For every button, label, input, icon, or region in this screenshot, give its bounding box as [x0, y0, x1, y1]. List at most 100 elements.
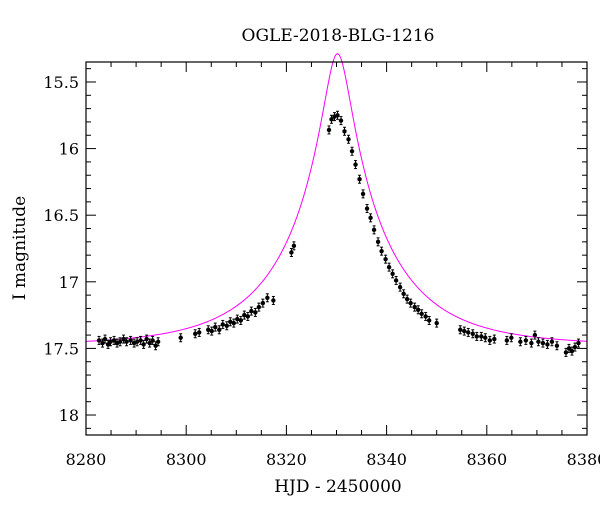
model-curve-layer: [85, 53, 588, 342]
x-tick-label: 8340: [366, 450, 407, 469]
data-point: [404, 294, 410, 304]
data-point: [342, 126, 347, 136]
data-point: [144, 334, 149, 344]
data-point: [401, 289, 406, 299]
data-point: [197, 327, 202, 337]
axis-ticks-layer: 8280 8300 8320 8340 8360 8380 15.5 16 16.5 17 17.5…: [43, 62, 600, 469]
data-points-layer: [96, 110, 581, 357]
data-point: [111, 335, 117, 345]
data-point: [458, 325, 463, 335]
data-point: [209, 326, 214, 336]
data-point: [383, 254, 388, 264]
y-tick-label: 16: [59, 140, 79, 159]
data-point: [554, 341, 560, 351]
data-point: [426, 315, 432, 325]
data-point: [415, 305, 421, 315]
y-tick-label: 17: [59, 273, 79, 292]
data-point: [353, 160, 358, 170]
data-point: [289, 247, 294, 257]
data-point: [155, 337, 161, 347]
data-point: [291, 241, 297, 251]
data-point: [509, 333, 514, 343]
model-curve: [85, 53, 588, 342]
data-point: [150, 335, 155, 345]
data-point: [138, 335, 143, 345]
data-point: [217, 325, 222, 335]
data-point: [536, 337, 541, 347]
x-tick-label: 8380: [567, 450, 600, 469]
data-point: [245, 311, 251, 321]
data-point: [260, 298, 266, 308]
data-point: [386, 262, 392, 272]
data-point: [253, 307, 258, 317]
data-point: [518, 337, 523, 347]
data-point: [532, 330, 538, 340]
data-point: [492, 334, 497, 344]
data-point: [487, 335, 493, 345]
data-point: [153, 341, 158, 351]
data-point: [412, 302, 417, 312]
data-point: [419, 309, 424, 319]
data-point: [368, 213, 373, 223]
data-point: [408, 298, 413, 308]
data-point: [375, 237, 381, 247]
data-point: [390, 269, 395, 279]
data-point: [96, 335, 102, 345]
data-point: [271, 295, 276, 305]
data-point: [108, 337, 113, 347]
data-point: [102, 334, 108, 344]
data-point: [265, 293, 270, 303]
data-point: [357, 174, 362, 184]
data-point: [338, 116, 344, 126]
data-point: [326, 125, 332, 135]
y-axis-title: I magnitude: [10, 196, 30, 300]
data-point: [213, 322, 218, 332]
data-point: [193, 329, 198, 339]
plot-frame: [85, 61, 588, 436]
data-point: [397, 282, 403, 292]
data-point: [576, 338, 581, 348]
data-point: [256, 302, 262, 312]
data-point: [131, 338, 137, 348]
data-point: [566, 343, 572, 353]
data-point: [379, 246, 384, 256]
data-point: [540, 338, 546, 348]
data-point: [228, 317, 233, 327]
x-tick-label: 8280: [66, 450, 107, 469]
x-tick-label: 8320: [266, 450, 307, 469]
data-point: [364, 204, 370, 214]
data-point: [523, 335, 529, 345]
data-point: [545, 339, 550, 349]
data-point: [462, 326, 467, 336]
data-point: [329, 114, 334, 124]
data-point: [466, 327, 471, 337]
data-point: [423, 311, 428, 321]
x-tick-label: 8300: [166, 450, 207, 469]
data-point: [434, 318, 439, 328]
y-tick-label: 18: [59, 406, 79, 425]
data-point: [504, 335, 510, 345]
y-tick-label: 17.5: [43, 339, 79, 358]
data-point: [479, 331, 484, 341]
data-point: [549, 337, 555, 347]
data-point: [474, 331, 479, 341]
x-tick-label: 8360: [466, 450, 507, 469]
data-point: [235, 314, 240, 324]
data-point: [470, 329, 475, 339]
data-point: [121, 334, 126, 344]
data-point: [242, 310, 247, 320]
data-point: [371, 225, 377, 235]
data-point: [147, 338, 152, 348]
data-point: [128, 335, 133, 345]
data-point: [178, 333, 183, 343]
data-point: [238, 315, 244, 325]
chart-title: OGLE-2018-BLG-1216: [242, 26, 435, 46]
data-point: [335, 110, 340, 120]
data-point: [141, 339, 146, 349]
y-tick-label: 15.5: [43, 73, 79, 92]
data-point: [220, 319, 225, 329]
data-point: [346, 134, 351, 144]
data-point: [231, 318, 236, 328]
